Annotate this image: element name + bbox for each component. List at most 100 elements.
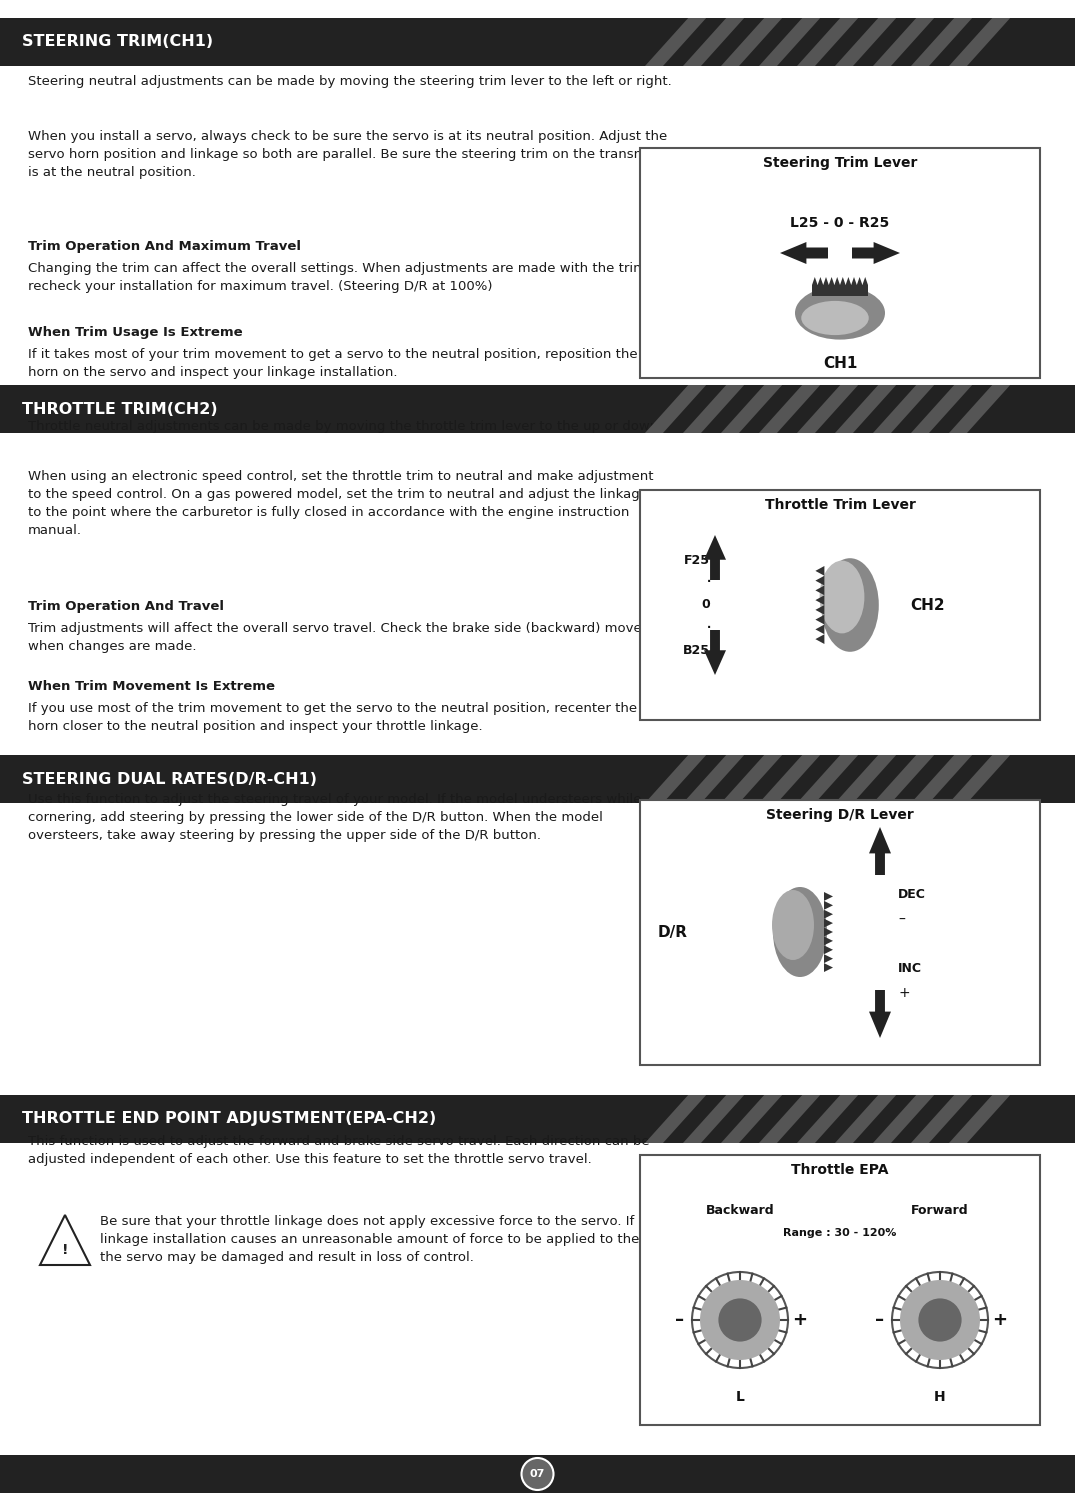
Polygon shape bbox=[818, 278, 823, 285]
Text: L: L bbox=[735, 1390, 744, 1403]
Text: Throttle neutral adjustments can be made by moving the throttle trim lever to th: Throttle neutral adjustments can be made… bbox=[28, 420, 662, 433]
Polygon shape bbox=[823, 278, 829, 285]
Text: B25: B25 bbox=[683, 643, 710, 657]
Polygon shape bbox=[721, 385, 783, 433]
Ellipse shape bbox=[801, 302, 869, 334]
Polygon shape bbox=[704, 630, 726, 675]
Polygon shape bbox=[721, 1094, 783, 1144]
Polygon shape bbox=[683, 18, 744, 66]
Text: CH2: CH2 bbox=[911, 597, 945, 612]
Polygon shape bbox=[911, 755, 972, 803]
Text: –: – bbox=[875, 1311, 885, 1329]
Polygon shape bbox=[846, 278, 851, 285]
Polygon shape bbox=[683, 755, 744, 803]
Polygon shape bbox=[797, 755, 858, 803]
Text: Backward: Backward bbox=[705, 1203, 774, 1217]
Text: If you use most of the trim movement to get the servo to the neutral position, r: If you use most of the trim movement to … bbox=[28, 702, 678, 733]
Polygon shape bbox=[825, 918, 833, 927]
Ellipse shape bbox=[819, 560, 864, 633]
Polygon shape bbox=[835, 755, 897, 803]
Text: +: + bbox=[992, 1311, 1007, 1329]
Polygon shape bbox=[797, 385, 858, 433]
Text: F25: F25 bbox=[684, 554, 710, 566]
Polygon shape bbox=[704, 534, 726, 579]
Polygon shape bbox=[825, 891, 833, 900]
Polygon shape bbox=[862, 278, 868, 285]
Text: When you install a servo, always check to be sure the servo is at its neutral po: When you install a servo, always check t… bbox=[28, 130, 674, 179]
Text: H: H bbox=[934, 1390, 946, 1403]
Polygon shape bbox=[645, 1094, 706, 1144]
Polygon shape bbox=[816, 585, 825, 596]
Polygon shape bbox=[816, 566, 825, 576]
Text: STEERING TRIM(CH1): STEERING TRIM(CH1) bbox=[22, 34, 213, 49]
Circle shape bbox=[900, 1280, 980, 1360]
Text: Range : 30 - 120%: Range : 30 - 120% bbox=[784, 1229, 897, 1238]
Polygon shape bbox=[816, 615, 825, 624]
Text: THROTTLE TRIM(CH2): THROTTLE TRIM(CH2) bbox=[22, 402, 217, 417]
Text: 07: 07 bbox=[530, 1469, 545, 1480]
Polygon shape bbox=[825, 963, 833, 972]
Text: Changing the trim can affect the overall settings. When adjustments are made wit: Changing the trim can affect the overall… bbox=[28, 261, 657, 293]
Polygon shape bbox=[816, 576, 825, 585]
Text: Steering D/R Lever: Steering D/R Lever bbox=[766, 808, 914, 823]
Polygon shape bbox=[816, 605, 825, 615]
Text: Throttle Trim Lever: Throttle Trim Lever bbox=[764, 499, 916, 512]
Polygon shape bbox=[759, 385, 820, 433]
Text: Steering neutral adjustments can be made by moving the steering trim lever to th: Steering neutral adjustments can be made… bbox=[28, 75, 672, 88]
Polygon shape bbox=[812, 285, 868, 296]
Polygon shape bbox=[911, 18, 972, 66]
Circle shape bbox=[700, 1280, 780, 1360]
Polygon shape bbox=[852, 242, 900, 264]
Text: Trim Operation And Travel: Trim Operation And Travel bbox=[28, 600, 224, 614]
Circle shape bbox=[521, 1459, 554, 1490]
Polygon shape bbox=[873, 385, 934, 433]
Polygon shape bbox=[911, 385, 972, 433]
Text: ·: · bbox=[706, 572, 712, 591]
Polygon shape bbox=[949, 1094, 1010, 1144]
Polygon shape bbox=[812, 278, 818, 285]
Polygon shape bbox=[759, 18, 820, 66]
Polygon shape bbox=[816, 635, 825, 643]
Text: INC: INC bbox=[898, 961, 922, 975]
Polygon shape bbox=[869, 990, 891, 1038]
Polygon shape bbox=[780, 242, 828, 264]
Polygon shape bbox=[721, 755, 783, 803]
Polygon shape bbox=[0, 755, 1075, 803]
Circle shape bbox=[918, 1299, 962, 1342]
Polygon shape bbox=[816, 624, 825, 635]
Polygon shape bbox=[834, 278, 840, 285]
Ellipse shape bbox=[821, 558, 878, 652]
Circle shape bbox=[718, 1299, 761, 1342]
Polygon shape bbox=[857, 278, 862, 285]
Text: !: ! bbox=[61, 1244, 68, 1257]
Polygon shape bbox=[0, 385, 1075, 433]
Ellipse shape bbox=[773, 887, 827, 976]
Text: STEERING DUAL RATES(D/R-CH1): STEERING DUAL RATES(D/R-CH1) bbox=[22, 772, 317, 787]
Circle shape bbox=[692, 1272, 788, 1368]
Polygon shape bbox=[949, 385, 1010, 433]
Polygon shape bbox=[640, 490, 1040, 720]
Polygon shape bbox=[829, 278, 834, 285]
Polygon shape bbox=[645, 18, 706, 66]
Polygon shape bbox=[759, 1094, 820, 1144]
Polygon shape bbox=[640, 800, 1040, 1065]
Text: ·: · bbox=[706, 618, 712, 638]
Ellipse shape bbox=[796, 287, 885, 339]
Polygon shape bbox=[640, 148, 1040, 378]
Polygon shape bbox=[851, 278, 857, 285]
Polygon shape bbox=[759, 755, 820, 803]
Polygon shape bbox=[0, 18, 1075, 66]
Polygon shape bbox=[825, 945, 833, 954]
Polygon shape bbox=[0, 1094, 1075, 1144]
Text: –: – bbox=[675, 1311, 685, 1329]
Polygon shape bbox=[797, 1094, 858, 1144]
Text: Trim Operation And Maximum Travel: Trim Operation And Maximum Travel bbox=[28, 240, 301, 252]
Circle shape bbox=[892, 1272, 988, 1368]
Text: CH1: CH1 bbox=[822, 355, 857, 370]
Polygon shape bbox=[40, 1215, 90, 1265]
Polygon shape bbox=[911, 1094, 972, 1144]
Text: If it takes most of your trim movement to get a servo to the neutral position, r: If it takes most of your trim movement t… bbox=[28, 348, 678, 379]
Polygon shape bbox=[873, 1094, 934, 1144]
Text: Forward: Forward bbox=[912, 1203, 969, 1217]
Text: +: + bbox=[792, 1311, 807, 1329]
